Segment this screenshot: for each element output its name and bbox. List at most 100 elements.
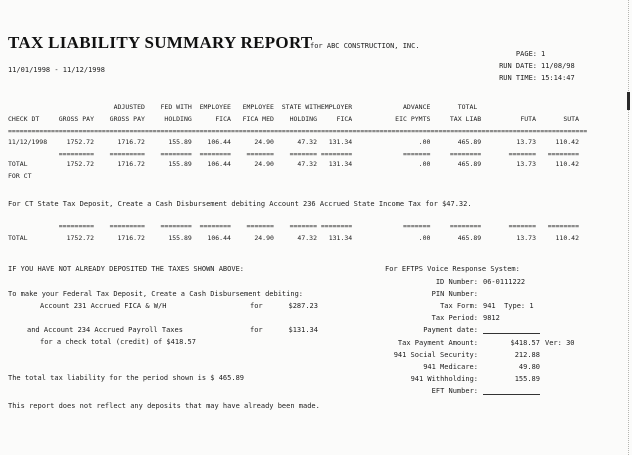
eftps-label: Tax Form: (440, 302, 478, 311)
table-cell: 106.44 (207, 138, 231, 146)
table-cell: 106.44 (207, 234, 231, 242)
column-separator: ======== (547, 222, 579, 230)
deposit-account-231: Account 231 Accrued FICA & W/H (40, 302, 167, 310)
scan-edge-mark (627, 92, 630, 110)
table-cell: 155.89 (168, 138, 192, 146)
eftps-amount: 155.89 (514, 374, 540, 383)
table-cell: 155.89 (168, 160, 192, 168)
table-cell: 13.73 (516, 234, 536, 242)
column-header: FICA MED (242, 115, 274, 123)
column-header: FUTA (520, 115, 536, 123)
eftps-blank-line (483, 326, 540, 335)
run-meta-value: 1 (541, 50, 546, 58)
column-separator: ======== (199, 150, 231, 158)
row-label: TOTAL (8, 234, 28, 242)
eftps-label: PIN Number: (431, 290, 478, 299)
table-cell: 465.89 (457, 234, 482, 242)
deposit-account-234: and Account 234 Accrued Payroll Taxes (27, 326, 183, 334)
column-separator: ========= (58, 150, 94, 158)
table-cell: 1716.72 (117, 160, 145, 168)
column-header: EMPLOYER (320, 103, 353, 111)
run-meta-label: PAGE: (515, 50, 537, 58)
deposit-check-total: for a check total (credit) of $418.57 (40, 338, 196, 346)
eftps-title: For EFTPS Voice Response System: (385, 265, 520, 273)
eftps-label: Tax Payment Amount: (397, 338, 478, 347)
deposit-intro: To make your Federal Tax Deposit, Create… (8, 290, 304, 298)
table-cell: 110.42 (555, 138, 579, 146)
column-header: TAX LIAB (449, 115, 482, 123)
column-separator: ======== (320, 150, 353, 158)
eftps-label: 941 Social Security: (393, 350, 478, 359)
table-cell: 131.34 (328, 160, 353, 168)
table-cell: 110.42 (555, 234, 579, 242)
deposit-warning: IF YOU HAVE NOT ALREADY DEPOSITED THE TA… (8, 265, 245, 273)
run-meta-value: 11/08/98 (541, 62, 575, 70)
column-header: GROSS PAY (58, 115, 94, 123)
column-separator: ======= (289, 222, 317, 230)
column-header: HOLDING (164, 115, 192, 123)
column-header: ADJUSTED (113, 103, 145, 111)
eftps-amount: $418.57 (510, 338, 540, 347)
table-cell: 155.89 (168, 234, 192, 242)
table-cell: .00 (418, 138, 431, 146)
run-meta-label: RUN TIME: (499, 74, 537, 82)
column-separator: ========= (109, 222, 145, 230)
eftps-label: Payment date: (423, 326, 478, 335)
table-cell: 110.42 (555, 160, 579, 168)
column-separator: ======= (508, 222, 536, 230)
column-separator: ======== (320, 222, 353, 230)
eftps-blank-line (483, 387, 540, 395)
column-header: TOTAL (457, 103, 478, 111)
column-separator: ======== (199, 222, 231, 230)
table-cell: 1752.72 (66, 138, 94, 146)
table-cell: 1716.72 (117, 234, 145, 242)
column-header: FED WITH (160, 103, 192, 111)
eftps-value: 06-0111222 (483, 278, 526, 286)
report-disclaimer: This report does not reflect any deposit… (8, 402, 320, 410)
row-label: 11/12/1998 (8, 138, 48, 146)
table-cell: 24.90 (254, 234, 274, 242)
column-separator: ======== (547, 150, 579, 158)
column-separator: ========= (109, 150, 145, 158)
table-cell: 24.90 (254, 160, 274, 168)
table-cell: 1752.72 (66, 234, 94, 242)
table-cell: .00 (418, 234, 431, 242)
column-header: ADVANCE (403, 103, 431, 111)
deposit-amount-1: $287.23 (288, 302, 318, 310)
table-cell: 13.73 (516, 138, 536, 146)
eftps-label: EFT Number: (431, 386, 478, 395)
column-separator: ======= (403, 150, 431, 158)
row-label: TOTAL (8, 160, 28, 168)
column-separator: ======== (449, 222, 482, 230)
column-separator: ======= (508, 150, 536, 158)
column-header: CHECK DT (8, 115, 40, 123)
run-meta-label: RUN DATE: (499, 62, 537, 70)
eftps-value: 9812 (483, 314, 500, 323)
eftps-amount-suffix: Ver: 30 (545, 338, 575, 347)
column-separator: ======= (289, 150, 317, 158)
table-cell: .00 (418, 160, 431, 168)
table-cell: 47.32 (297, 234, 317, 242)
column-header: FICA (336, 115, 353, 123)
eftps-amount: 212.88 (514, 350, 540, 359)
eftps-label: ID Number: (435, 278, 478, 286)
column-header: GROSS PAY (109, 115, 145, 123)
table-cell: 131.34 (328, 234, 353, 242)
eftps-label: 941 Withholding: (410, 374, 478, 383)
deposit-for-label-2: for (250, 326, 263, 334)
column-header: HOLDING (289, 115, 317, 123)
table-cell: 47.32 (297, 160, 317, 168)
header-rule: ========================================… (8, 127, 588, 135)
eftps-value: 941 Type: 1 (483, 302, 534, 311)
report-company-subtitle: for ABC CONSTRUCTION, INC. (310, 42, 420, 50)
row-sublabel: FOR CT (8, 172, 32, 180)
report-date-range: 11/01/1998 - 11/12/1998 (8, 66, 105, 74)
table-cell: 106.44 (207, 160, 231, 168)
table-cell: 24.90 (254, 138, 274, 146)
table-cell: 465.89 (457, 160, 482, 168)
column-separator: ========= (58, 222, 94, 230)
table-cell: 465.89 (457, 138, 482, 146)
table-cell: 131.34 (328, 138, 353, 146)
total-liability-summary: The total tax liability for the period s… (8, 374, 245, 382)
column-header: EMPLOYEE (242, 103, 274, 111)
